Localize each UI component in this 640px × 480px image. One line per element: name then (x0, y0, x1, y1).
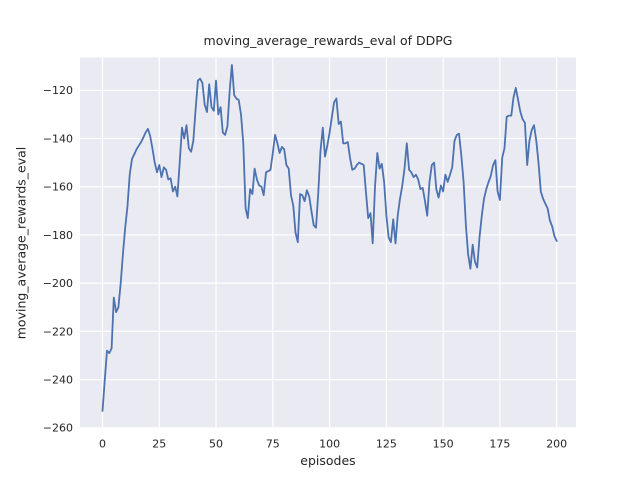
data-line (101, 64, 558, 412)
x-axis-label: episodes (300, 453, 356, 468)
x-tick-label: 0 (99, 437, 106, 450)
y-tick-label: −140 (43, 132, 73, 145)
x-tick-label: 125 (376, 437, 397, 450)
y-tick-label: −200 (43, 277, 73, 290)
x-tick-label: 175 (489, 437, 510, 450)
x-tick-label: 50 (209, 437, 223, 450)
x-tick-label: 25 (152, 437, 166, 450)
y-tick-label: −220 (43, 325, 73, 338)
x-tick-label: 200 (546, 437, 567, 450)
y-axis-label: moving_average_rewards_eval (13, 146, 29, 340)
y-tick-label: −180 (43, 229, 73, 242)
y-tick-label: −260 (43, 422, 73, 435)
x-tick-label: 75 (266, 437, 280, 450)
y-tick-label: −120 (43, 84, 73, 97)
x-tick-label: 100 (319, 437, 340, 450)
plot-background (80, 57, 576, 429)
chart-title: moving_average_rewards_eval of DDPG (203, 33, 453, 48)
y-tick-label: −240 (43, 373, 73, 386)
x-tick-label: 150 (433, 437, 454, 450)
y-tick-label: −160 (43, 181, 73, 194)
